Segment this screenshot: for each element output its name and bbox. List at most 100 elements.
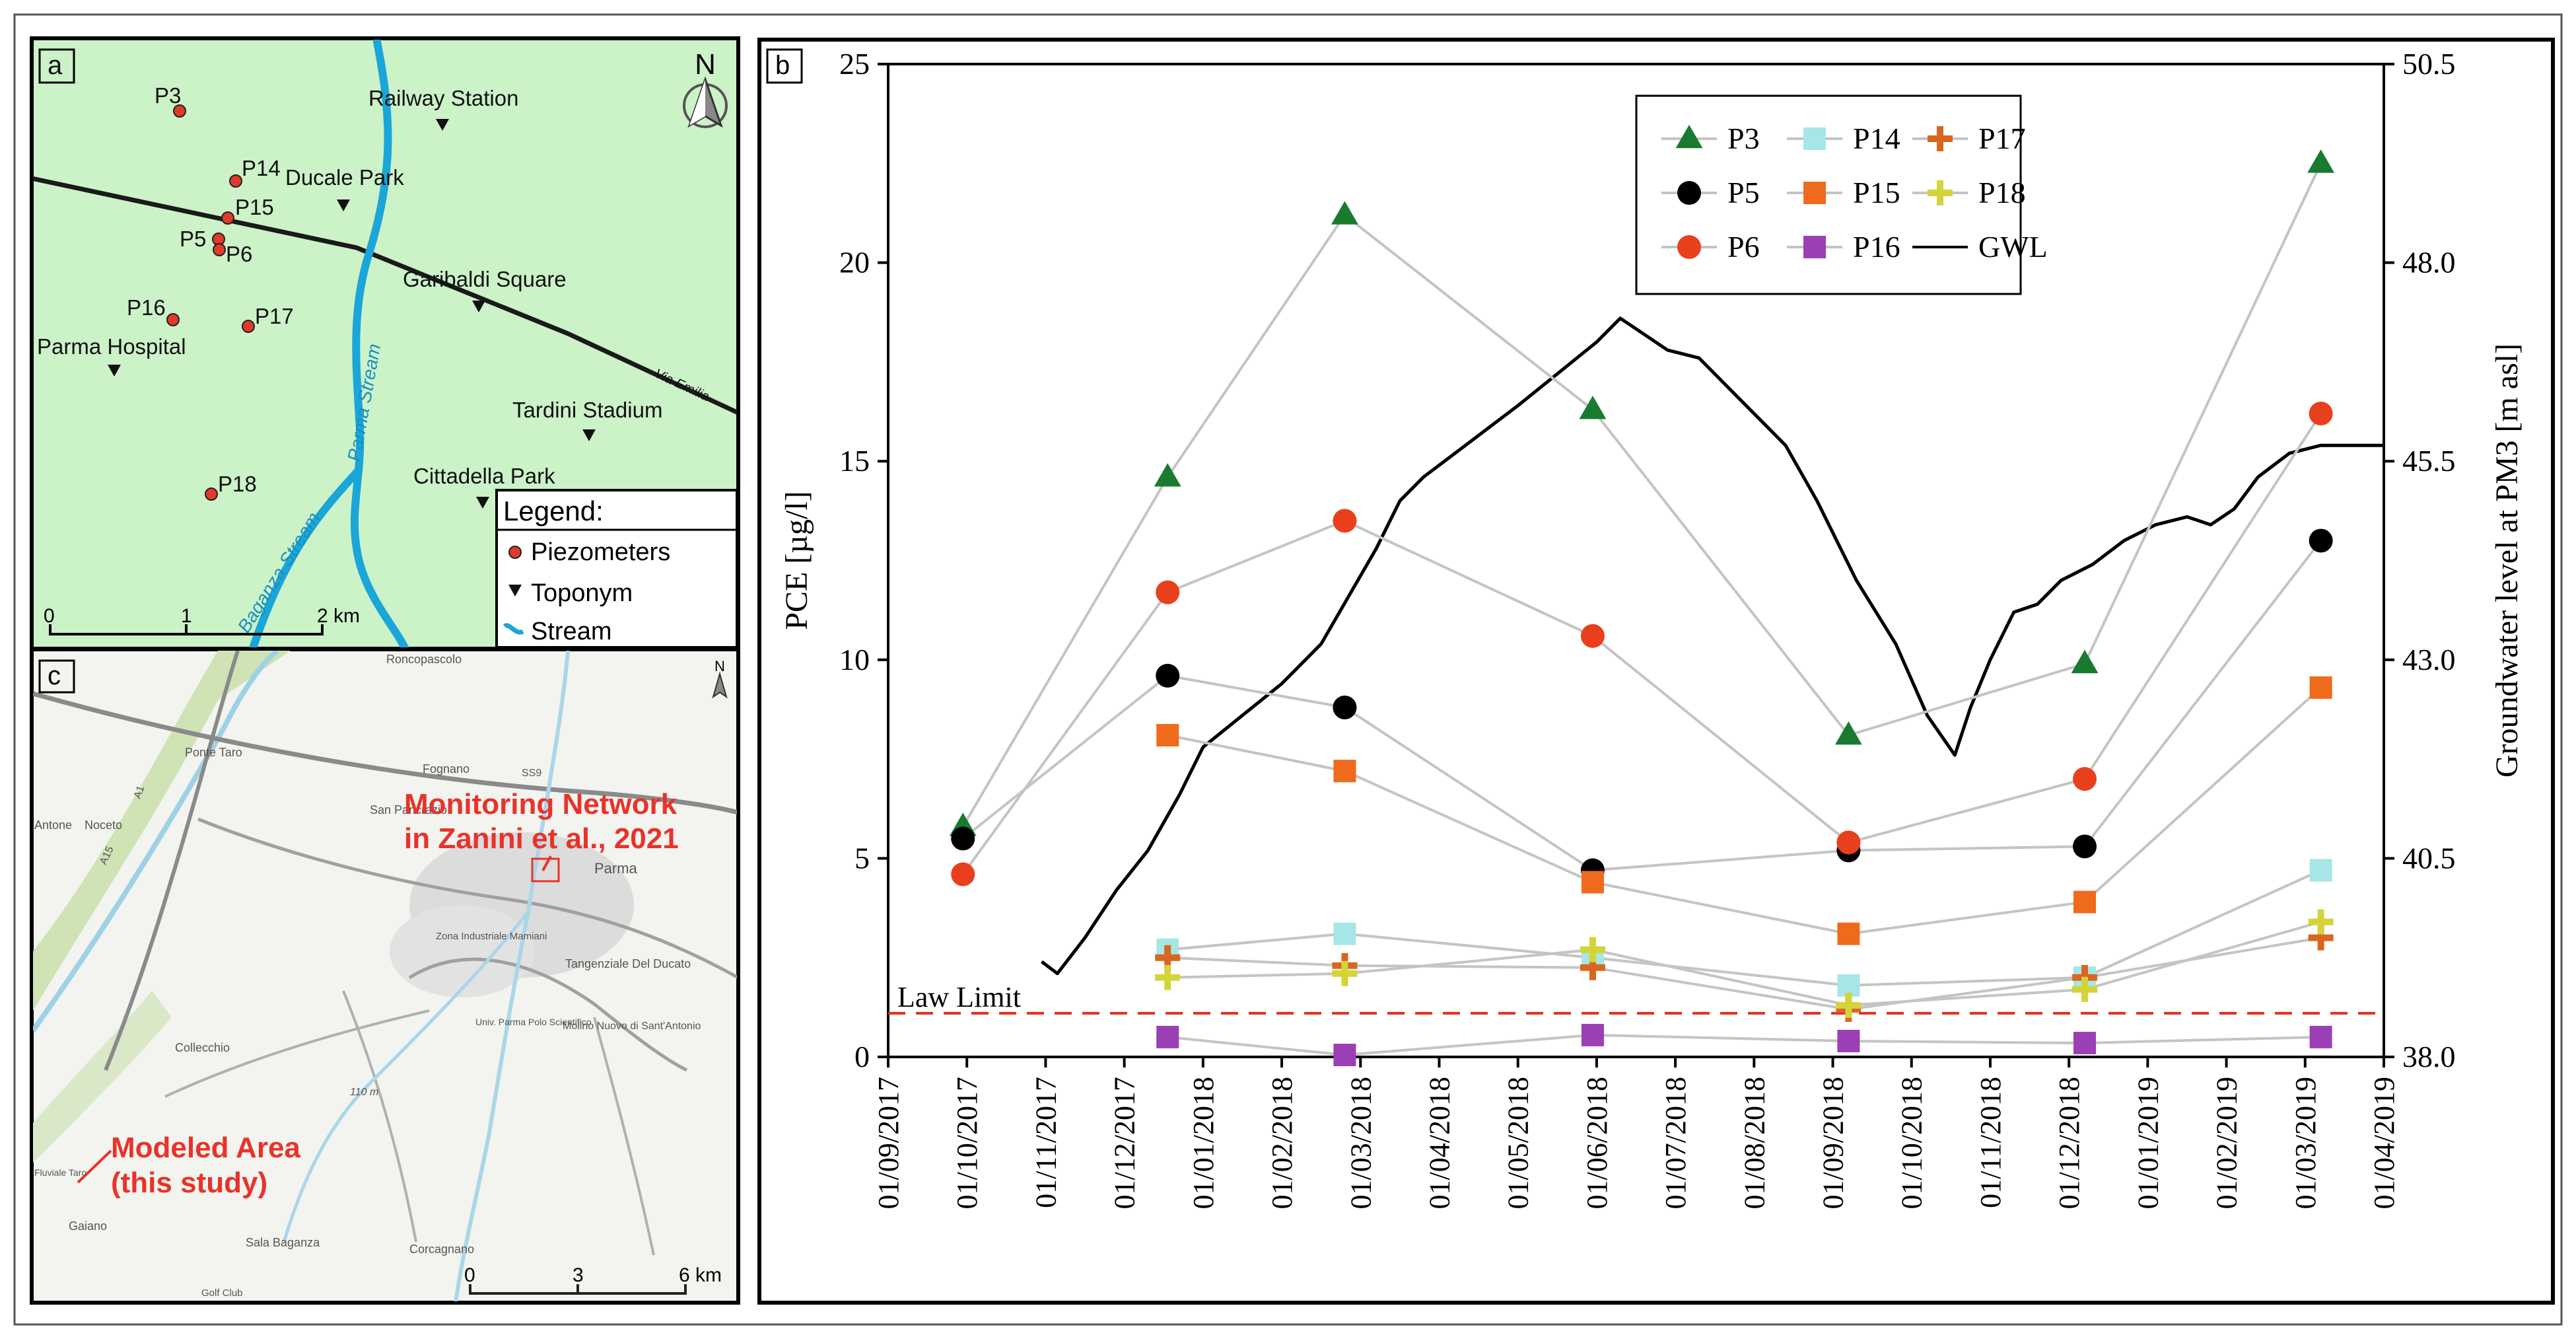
panel-a-legend: Legend: Piezometers Toponym Stream (495, 489, 738, 649)
north-label: N (695, 48, 716, 81)
series-line-p17 (1167, 936, 2321, 1011)
x-tick-label: 01/09/2017 (872, 1077, 905, 1209)
place-ponte-taro: Ponte Taro (185, 746, 242, 759)
road-baganza (342, 990, 417, 1243)
scalebar-c-1: 3 (573, 1264, 584, 1286)
monitoring-network-marker (531, 857, 560, 883)
toponym-ducale-park: Ducale Park (285, 165, 404, 190)
y-tick-label: 15 (839, 444, 870, 478)
point-p3 (1331, 201, 1358, 225)
legend-label-p18: P18 (1978, 176, 2026, 209)
x-tick-label: 01/11/2018 (1974, 1077, 2007, 1208)
point-p15 (2309, 676, 2332, 699)
toponym-parma-hospital: Parma Hospital (37, 334, 186, 359)
annotation-zanini: in Zanini et al., 2021 (404, 822, 679, 855)
scalebar-a-0: 0 (44, 605, 55, 627)
legend-marker-p18 (1928, 180, 1953, 205)
legend-marker-p17 (1928, 126, 1953, 151)
point-p15 (1333, 760, 1356, 783)
law-limit-label: Law Limit (897, 981, 1021, 1013)
legend-marker-p16 (1803, 236, 1826, 258)
point-p5 (1156, 663, 1180, 688)
x-tick-label: 01/08/2018 (1738, 1077, 1770, 1209)
legend-a-toponym: Toponym (531, 579, 633, 607)
panel-c-north-arrow-icon: N (712, 658, 728, 699)
point-p5 (1333, 695, 1357, 719)
y2-tick-label: 45.5 (2402, 444, 2456, 478)
point-p18 (1580, 937, 1605, 962)
label-p5: P5 (180, 227, 206, 251)
toponym-garibaldi-square: Garibaldi Square (403, 267, 567, 291)
point-p16 (2073, 1031, 2096, 1054)
y-tick-label: 0 (854, 1040, 870, 1073)
x-tick-label: 01/10/2018 (1896, 1077, 1928, 1209)
series-line-p16 (1167, 1033, 2321, 1057)
legend-label-p17: P17 (1978, 122, 2026, 155)
legend-label-p16: P16 (1853, 230, 1900, 264)
scalebar-a-1: 1 (181, 605, 192, 627)
point-p3 (2071, 649, 2099, 674)
piezometer-p17 (242, 320, 255, 333)
toponym-cittadella-park: Cittadella Park (413, 464, 555, 488)
panel-c-label-box (38, 659, 75, 694)
x-tick-label: 01/09/2018 (1817, 1077, 1850, 1209)
piezometer-p6 (213, 243, 226, 256)
legend-label-p14: P14 (1853, 122, 1900, 155)
place-corcagnano: Corcagnano (409, 1243, 474, 1256)
point-p15 (1156, 724, 1179, 747)
road-tangenziale (408, 957, 688, 1072)
x-tick-label: 01/12/2017 (1109, 1077, 1141, 1209)
x-tick-label: 01/02/2018 (1266, 1077, 1298, 1209)
x-tick-label: 01/04/2018 (1423, 1077, 1455, 1209)
piezometer-points (166, 104, 255, 501)
y2-tick-label: 50.5 (2402, 47, 2456, 81)
taro-river-line (33, 651, 279, 1032)
point-p6 (1580, 624, 1605, 648)
place-golf-club: Golf Club (201, 1287, 243, 1299)
y2-tick-label: 38.0 (2402, 1040, 2456, 1073)
scalebar-a-2: 2 km (317, 605, 360, 627)
place-fognano: Fognano (423, 762, 470, 776)
place-noceto: Noceto (85, 818, 122, 832)
annotation-modeled-area: Modeled Area (111, 1132, 300, 1164)
y2-tick-label: 43.0 (2402, 643, 2456, 676)
x-tick-label: 01/11/2017 (1029, 1077, 1062, 1208)
y-axis-title: PCE [µg/l] (779, 491, 814, 630)
industrial-area (390, 905, 535, 997)
via-emilia-road (33, 176, 737, 415)
toponym-markers (108, 119, 596, 509)
y-tick-label: 5 (854, 841, 870, 875)
baganza-stream-regional (282, 910, 530, 1243)
point-p6 (951, 862, 975, 887)
panel-c-frame (30, 647, 740, 1305)
panel-c-north-label: N (714, 658, 725, 674)
point-p6 (1156, 580, 1180, 604)
label-p3: P3 (155, 83, 181, 108)
legend-stream-icon (503, 623, 524, 635)
series-line-p14 (1167, 869, 2322, 987)
scalebar-c-2: 6 km (679, 1264, 722, 1286)
point-p5 (2309, 528, 2333, 553)
point-p5 (951, 826, 975, 851)
point-p3 (1834, 721, 1862, 745)
point-p15 (1581, 871, 1604, 894)
y-tick-label: 25 (839, 47, 870, 81)
x-tick-label: 01/01/2018 (1187, 1077, 1220, 1209)
point-p18 (2072, 976, 2097, 1002)
piezometer-p15 (221, 211, 234, 225)
x-tick-label: 01/02/2019 (2211, 1077, 2243, 1209)
panel-a-map: a N P3 P14 P15 P5 P6 P16 P17 (30, 36, 740, 651)
panel-c-scalebar: 0 3 6 km (464, 1264, 722, 1295)
label-a1: A1 (132, 784, 147, 800)
legend-label-p15: P15 (1853, 176, 1900, 209)
label-p17: P17 (255, 304, 294, 328)
legend-a-piezometers: Piezometers (531, 538, 670, 566)
label-p15: P15 (235, 195, 274, 219)
y-tick-label: 20 (839, 246, 870, 279)
panel-c-label: c (48, 661, 61, 690)
point-p18 (1155, 964, 1181, 990)
series-line-p15 (1167, 686, 2322, 935)
x-tick-label: 01/03/2019 (2289, 1077, 2322, 1209)
x-tick-label: 01/06/2018 (1581, 1077, 1613, 1209)
